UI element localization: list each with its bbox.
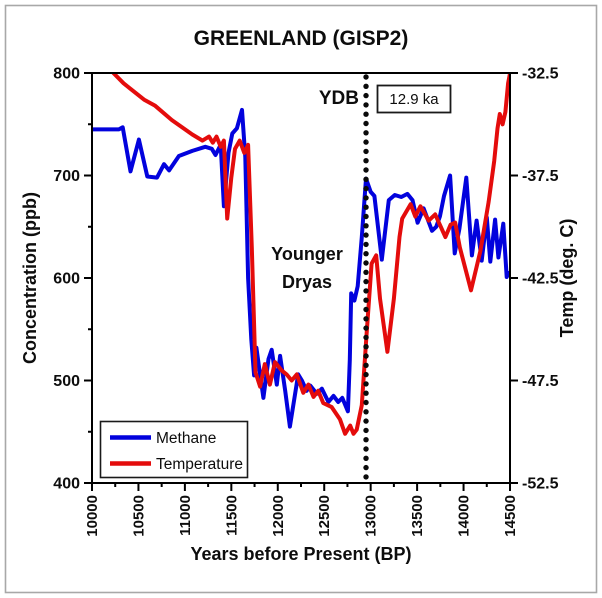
ydb-dot [363,204,369,210]
ydb-label: YDB [319,88,359,109]
ydb-dot [363,455,369,461]
ydb-dot [363,344,369,350]
y-right-axis-title: Temp (deg. C) [557,219,577,338]
ydb-dot [363,223,369,229]
x-axis-title: Years before Present (BP) [190,544,411,564]
ydb-dot [363,362,369,368]
x-axis-tick-label: 13500 [409,495,426,537]
ydb-dot [363,102,369,108]
ydb-dot [363,269,369,275]
ydb-dot [363,409,369,415]
ydb-dot [363,399,369,406]
ydb-dot [363,381,369,387]
legend-methane-label: Methane [156,430,216,447]
ydb-dot [363,83,369,90]
younger-dryas-label-line2: Dryas [282,272,332,292]
ydb-dot [363,297,369,303]
x-axis-tick-label: 12500 [316,495,333,537]
ydb-callout-box [376,84,452,114]
ydb-dot [363,306,369,313]
chart-title: GREENLAND (GISP2) [194,27,409,50]
y-left-tick-label: 800 [53,66,80,83]
data-curves [92,73,510,436]
ydb-dot [363,353,369,359]
x-axis-tick-label: 11000 [177,495,194,536]
x-axis-tick-label: 11500 [223,495,240,536]
ydb-dot [363,195,369,201]
y-right-tick-label: -42.5 [522,271,559,288]
y-left-tick-label: 500 [53,373,80,390]
ydb-dot [363,260,369,266]
ydb-dot [363,474,369,480]
younger-dryas-label-line1: Younger [271,244,343,264]
ydb-dot [363,120,369,127]
ydb-dot [363,185,369,192]
ydb-dot [363,232,369,238]
ydb-dot [363,213,369,220]
ydb-dot [363,241,369,248]
ydb-dot [363,316,369,322]
y-left-axis-title: Concentration (ppb) [20,192,40,364]
ydb-dot [363,390,369,396]
axis-ticks: 10000 10500 11000 11500 12000 12500 13000 13500… [53,66,558,537]
ydb-dot [363,176,369,182]
x-axis-tick-label: 12000 [270,495,287,537]
temperature-curve [110,73,510,436]
methane-curve [92,107,510,429]
y-right-tick-label: -47.5 [522,373,559,390]
ydb-dot [363,92,369,99]
ydb-dot [363,418,369,424]
ydb-dot [363,158,369,164]
ydb-dot [363,288,369,294]
ydb-dotted-line [363,74,369,480]
ydb-dot [363,427,369,434]
ydb-dot [363,278,369,285]
figure-border [4,4,598,594]
legend: Methane Temperature [99,420,249,479]
x-axis-tick-label: 10000 [84,495,101,537]
ydb-dot [363,325,369,331]
ydb-dot [363,446,369,452]
ydb-dot [363,139,369,145]
x-axis-tick-label: 14000 [456,495,473,537]
x-axis-tick-label: 13000 [363,495,380,537]
legend-box [99,420,249,479]
ydb-dot [363,371,369,378]
legend-temperature-label: Temperature [156,456,243,473]
y-right-tick-label: -32.5 [522,66,559,83]
x-axis-tick-label: 14500 [502,495,519,537]
y-left-tick-label: 400 [53,476,80,493]
ydb-dot [363,130,369,136]
ydb-dot [363,74,369,80]
y-right-tick-label: -52.5 [522,476,559,493]
ydb-dot [363,148,369,155]
y-right-tick-label: -37.5 [522,168,559,185]
plot-frame [91,72,511,484]
ydb-dot [363,167,369,173]
y-left-tick-label: 600 [53,271,80,288]
ydb-dot [363,251,369,257]
x-axis-tick-label: 10500 [130,495,147,537]
ydb-dot [363,464,369,471]
ydb-dot [363,437,369,443]
ydb-callout-label: 12.9 ka [389,91,439,108]
y-left-tick-label: 700 [53,168,80,185]
ydb-dot [363,334,369,341]
ydb-dot [363,111,369,117]
